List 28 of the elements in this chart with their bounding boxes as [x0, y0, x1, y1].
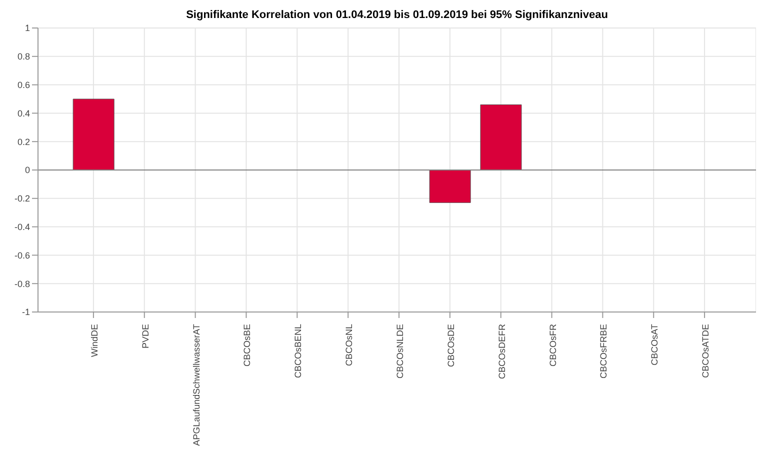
x-tick-label: CBCOsDE	[446, 324, 456, 368]
y-tick-label: 0.6	[17, 80, 30, 90]
y-tick-label: 0	[24, 165, 30, 176]
x-tick-label: CBCOsAT	[650, 324, 660, 366]
bar	[72, 98, 114, 170]
x-tick-label: CBCOsNL	[344, 324, 354, 366]
y-tick-label: 0.2	[17, 136, 30, 147]
bar	[480, 104, 522, 170]
x-tick-label: CBCOsATDE	[700, 324, 711, 378]
y-tick-label: 0.8	[17, 52, 30, 62]
x-tick-label: CBCOsFRBE	[598, 324, 609, 379]
x-tick-label: CBCOsFR	[548, 324, 558, 366]
x-tick-label: CBCOsDEFR	[496, 324, 507, 380]
bar	[429, 170, 471, 203]
y-tick-label: 0.4	[17, 108, 30, 118]
x-tick-label: APGLaufundSchwellwasserAT	[191, 324, 202, 446]
y-tick-label: -0.6	[14, 250, 30, 260]
y-tick-label: 1	[24, 23, 30, 34]
y-tick-label: -0.8	[14, 278, 30, 289]
y-tick-label: -0.2	[14, 194, 30, 204]
x-tick-label: PVDE	[140, 324, 150, 349]
y-tick-label: -1	[22, 307, 30, 318]
x-tick-label: WindDE	[89, 324, 100, 358]
x-tick-label: CBCOsBE	[242, 324, 252, 367]
x-tick-label: CBCOsBENL	[293, 324, 304, 378]
x-tick-label: CBCOsNLDE	[395, 324, 405, 379]
chart-title: Signifikante Korrelation von 01.04.2019 bis 01.09.2019 bei 95% Signifikanzniveau	[185, 8, 609, 22]
y-tick-label: -0.4	[14, 222, 30, 232]
